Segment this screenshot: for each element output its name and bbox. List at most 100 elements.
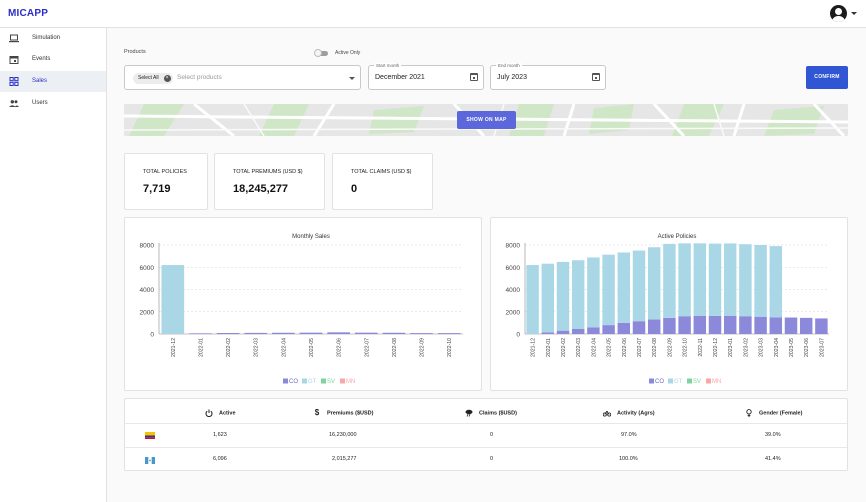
bar-co-2022-03[interactable] bbox=[244, 332, 268, 334]
bar-gt-2022-03[interactable] bbox=[571, 260, 585, 329]
column-header-label: Premiums ($USD) bbox=[327, 410, 374, 417]
bar-co-2022-12[interactable] bbox=[708, 315, 722, 334]
bar-co-2022-02[interactable] bbox=[556, 330, 570, 334]
column-header-label: Active bbox=[219, 410, 236, 417]
bar-co-2022-09[interactable] bbox=[410, 333, 433, 334]
map-background bbox=[124, 104, 848, 136]
bar-gt-2022-11[interactable] bbox=[693, 243, 707, 316]
bar-gt-2021-12[interactable] bbox=[526, 265, 539, 334]
cell-claims: 0 bbox=[490, 432, 494, 438]
bar-co-2022-01[interactable] bbox=[189, 333, 212, 334]
bar-co-2022-04[interactable] bbox=[272, 332, 295, 334]
legend-label-mn[interactable]: MN bbox=[346, 379, 355, 385]
legend-swatch-sv[interactable] bbox=[687, 378, 692, 384]
column-header-label: Activity (Agrs) bbox=[617, 410, 655, 417]
legend-swatch-gt[interactable] bbox=[302, 378, 307, 384]
bar-co-2023-03[interactable] bbox=[754, 316, 767, 334]
bar-gt-2022-09[interactable] bbox=[663, 243, 676, 318]
bar-co-2023-07[interactable] bbox=[815, 318, 828, 334]
bar-co-2022-01[interactable] bbox=[541, 332, 555, 334]
calendar-icon[interactable] bbox=[470, 73, 478, 81]
column-header-gender: Gender (Female) bbox=[745, 409, 802, 417]
bar-co-2022-07[interactable] bbox=[354, 332, 378, 334]
bar-co-2022-05[interactable] bbox=[602, 325, 615, 334]
legend-swatch-co[interactable] bbox=[283, 378, 288, 384]
bar-gt-2021-12[interactable] bbox=[161, 265, 185, 334]
app-logo[interactable]: MICAPP bbox=[8, 8, 49, 19]
bar-co-2022-04[interactable] bbox=[587, 327, 600, 334]
legend-label-sv[interactable]: SV bbox=[327, 379, 335, 385]
select-all-chip[interactable]: Select All × bbox=[133, 73, 173, 84]
sidebar: Simulation Events Sales Users bbox=[0, 28, 107, 502]
legend-swatch-gt[interactable] bbox=[668, 378, 673, 384]
bar-co-2022-02[interactable] bbox=[216, 332, 240, 334]
legend-swatch-mn[interactable] bbox=[706, 378, 711, 384]
bar-gt-2022-06[interactable] bbox=[617, 252, 631, 323]
bar-co-2023-05[interactable] bbox=[784, 317, 798, 334]
bar-gt-2022-12[interactable] bbox=[708, 243, 722, 316]
bar-co-2023-04[interactable] bbox=[769, 317, 783, 334]
sidebar-item-sales[interactable]: Sales bbox=[0, 71, 106, 92]
bike-icon bbox=[603, 410, 611, 417]
bar-co-2022-06[interactable] bbox=[327, 332, 350, 334]
legend-label-gt[interactable]: GT bbox=[674, 379, 683, 385]
bar-gt-2022-05[interactable] bbox=[602, 254, 615, 326]
bar-gt-2022-10[interactable] bbox=[678, 243, 691, 317]
x-tick-label: 2022-12 bbox=[713, 338, 719, 357]
legend-label-sv[interactable]: SV bbox=[693, 379, 701, 385]
top-app-bar: MICAPP bbox=[0, 0, 866, 28]
bar-gt-2023-04[interactable] bbox=[769, 246, 783, 318]
bar-co-2022-11[interactable] bbox=[693, 315, 707, 334]
bar-co-2022-06[interactable] bbox=[617, 322, 631, 334]
x-tick-label: 2023-01 bbox=[728, 338, 734, 357]
legend-swatch-co[interactable] bbox=[649, 378, 654, 384]
bar-gt-2022-07[interactable] bbox=[632, 250, 646, 322]
map-preview[interactable] bbox=[124, 104, 848, 136]
bar-co-2022-03[interactable] bbox=[571, 328, 585, 334]
y-tick-label: 0 bbox=[150, 332, 154, 339]
bar-co-2022-05[interactable] bbox=[299, 332, 323, 334]
bar-co-2022-10[interactable] bbox=[678, 316, 691, 334]
bar-gt-2022-01[interactable] bbox=[541, 263, 555, 333]
active-only-toggle[interactable] bbox=[314, 49, 329, 57]
sidebar-item-events[interactable]: Events bbox=[0, 49, 106, 70]
bar-co-2022-07[interactable] bbox=[632, 321, 646, 334]
legend-label-co[interactable]: CO bbox=[289, 379, 298, 385]
bar-gt-2022-04[interactable] bbox=[587, 257, 600, 328]
end-month-field[interactable]: End month July 2023 bbox=[490, 63, 606, 90]
bar-co-2022-09[interactable] bbox=[663, 317, 676, 334]
bar-gt-2022-08[interactable] bbox=[647, 247, 661, 320]
chevron-down-icon[interactable] bbox=[349, 77, 355, 80]
legend-label-gt[interactable]: GT bbox=[308, 379, 317, 385]
bar-co-2022-08[interactable] bbox=[382, 332, 406, 334]
account-icon[interactable] bbox=[830, 5, 847, 22]
bar-co-2022-10[interactable] bbox=[437, 333, 461, 334]
bar-gt-2023-01[interactable] bbox=[723, 243, 737, 316]
legend-label-co[interactable]: CO bbox=[655, 379, 664, 385]
bar-gt-2023-03[interactable] bbox=[754, 245, 767, 317]
sidebar-item-simulation[interactable]: Simulation bbox=[0, 28, 106, 49]
female-icon bbox=[746, 409, 752, 417]
products-select[interactable]: Select All × Select products bbox=[124, 65, 361, 90]
bar-gt-2022-02[interactable] bbox=[556, 261, 570, 331]
account-menu-caret-icon[interactable] bbox=[851, 12, 857, 15]
sidebar-item-users[interactable]: Users bbox=[0, 93, 106, 114]
dollar-icon: $ bbox=[314, 408, 320, 417]
bar-co-2022-08[interactable] bbox=[647, 319, 661, 334]
calendar-icon[interactable] bbox=[592, 73, 600, 81]
x-tick-label: 2022-03 bbox=[576, 338, 582, 357]
start-month-field[interactable]: Start month December 2021 bbox=[368, 63, 484, 90]
row-divider bbox=[125, 447, 847, 448]
show-on-map-button[interactable]: SHOW ON MAP bbox=[457, 111, 516, 129]
bar-co-2023-01[interactable] bbox=[723, 315, 737, 334]
legend-swatch-sv[interactable] bbox=[321, 378, 326, 384]
bar-gt-2023-02[interactable] bbox=[739, 244, 752, 317]
confirm-button[interactable]: CONFIRM bbox=[806, 66, 848, 89]
bar-co-2023-02[interactable] bbox=[739, 316, 752, 334]
legend-swatch-mn[interactable] bbox=[340, 378, 345, 384]
cell-gender: 41.4% bbox=[765, 456, 781, 462]
close-icon[interactable]: × bbox=[163, 75, 171, 82]
x-tick-label: 2022-09 bbox=[667, 338, 673, 357]
legend-label-mn[interactable]: MN bbox=[712, 379, 721, 385]
bar-co-2023-06[interactable] bbox=[799, 317, 813, 334]
